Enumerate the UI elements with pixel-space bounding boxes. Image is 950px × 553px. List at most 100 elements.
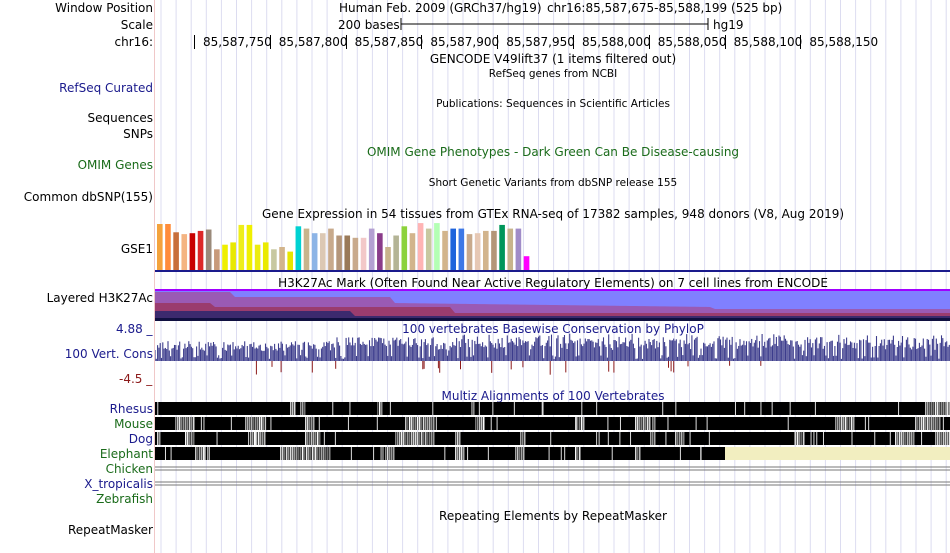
species-label-chicken[interactable]: Chicken — [105, 462, 153, 476]
multiz-alignment[interactable] — [155, 401, 950, 496]
ruler-tick-label: 85,587,850 — [354, 35, 424, 49]
scale-assembly: hg19 — [713, 18, 744, 32]
refseq-label[interactable]: RefSeq Curated — [59, 81, 153, 95]
h3k27ac-signal[interactable] — [155, 289, 950, 321]
gtex-tissue-bar — [205, 229, 212, 270]
multiz-title: Multiz Alignments of 100 Vertebrates — [441, 389, 665, 403]
gtex-tissue-bar — [483, 230, 489, 270]
gtex-tissue-bar — [377, 233, 383, 270]
gtex-tissue-bar — [523, 256, 530, 270]
ruler-tick-label: 85,587,750 — [203, 35, 272, 49]
species-label-dog[interactable]: Dog — [128, 432, 153, 446]
ruler-tick-label: 85,587,900 — [430, 35, 500, 49]
gtex-tissue-bar — [344, 235, 351, 270]
ruler-tick-mark — [800, 35, 802, 49]
gtex-tissue-bar — [246, 224, 253, 270]
ruler-tick-mark — [194, 35, 195, 49]
gtex-tissue-bar — [295, 226, 302, 270]
gencode-title: GENCODE V49lift37 (1 items filtered out) — [429, 52, 677, 66]
gtex-tissue-bar — [499, 224, 505, 270]
scale-label: Scale — [120, 18, 153, 32]
gtex-tissue-bar — [328, 228, 334, 270]
dbsnp-label[interactable]: Common dbSNP(155) — [23, 190, 153, 204]
repeatmasker-label[interactable]: RepeatMasker — [67, 523, 153, 537]
ruler-tick-mark — [345, 35, 347, 49]
ruler-tick-mark — [648, 35, 650, 49]
alignment-row — [155, 447, 950, 460]
gtex-tissue-bar — [417, 223, 424, 270]
gtex-tissue-bar — [409, 233, 416, 270]
cons-label[interactable]: 100 Vert. Cons — [64, 347, 153, 361]
ruler-tick-label: 85,588,050 — [657, 35, 727, 49]
gtex-tissue-bar — [425, 228, 432, 270]
gtex-label[interactable]: GSE1 — [120, 242, 153, 256]
alignment-row — [155, 432, 950, 445]
species-label-zebrafish[interactable]: Zebrafish — [96, 492, 153, 506]
left-panel-divider — [154, 0, 155, 553]
assembly-text: Human Feb. 2009 (GRCh37/hg19) — [339, 1, 542, 15]
chrom-label: chr16: — [114, 35, 153, 49]
scale-bar — [400, 18, 709, 30]
gtex-tissue-bar — [360, 237, 367, 270]
species-label-rhesus[interactable]: Rhesus — [109, 402, 153, 416]
gtex-tissue-bar — [515, 228, 522, 270]
gtex-tissue-bar — [157, 224, 163, 270]
ruler-tick-mark — [573, 35, 574, 49]
gtex-tissue-bar — [279, 247, 285, 270]
gtex-tissue-bar — [254, 244, 261, 270]
ruler-tick-label: 85,588,000 — [582, 35, 651, 49]
gtex-tissue-bar — [434, 223, 440, 270]
gtex-tissue-bar — [507, 228, 514, 270]
gtex-tissue-bar — [262, 242, 269, 270]
cons-max: 4.88 _ — [116, 322, 153, 336]
ruler-tick-mark — [421, 35, 423, 49]
cons-title: 100 vertebrates Basewise Conservation by… — [402, 322, 704, 336]
gtex-tissue-bar — [214, 249, 220, 270]
gtex-tissue-bar — [197, 230, 204, 270]
gtex-tissue-bar — [450, 228, 456, 270]
gtex-tissue-bar — [222, 244, 228, 270]
gtex-tissue-bar — [189, 233, 196, 270]
gtex-tissue-bar — [336, 235, 342, 270]
gtex-tissue-bar — [368, 228, 375, 270]
scale-text: 200 bases — [338, 18, 400, 32]
species-label-mouse[interactable]: Mouse — [114, 417, 153, 431]
gtex-tissue-bar — [320, 233, 326, 270]
gtex-tissue-bar — [442, 230, 448, 270]
ruler-tick-label: 85,587,800 — [278, 35, 348, 49]
gtex-tissue-bar — [173, 232, 179, 270]
gtex-tissue-bar — [311, 233, 318, 270]
gtex-tissue-bar — [303, 228, 310, 270]
gtex-tissue-bar — [352, 237, 359, 270]
ruler-tick-mark — [497, 35, 499, 49]
phylop-conservation-plot[interactable] — [155, 333, 950, 381]
h3k27ac-label[interactable]: Layered H3K27Ac — [46, 291, 153, 305]
gtex-tissue-bar — [491, 230, 497, 270]
publications-title: Publications: Sequences in Scientific Ar… — [436, 98, 670, 110]
snps-label[interactable]: SNPs — [123, 127, 153, 141]
species-label-elephant[interactable]: Elephant — [99, 447, 153, 461]
gtex-tissue-bar — [474, 233, 481, 270]
sequences-label[interactable]: Sequences — [87, 111, 153, 125]
gtex-tissue-bar — [165, 224, 171, 270]
alignment-row — [155, 417, 950, 430]
ruler-tick-mark — [724, 35, 726, 49]
ruler-tick-mark — [269, 35, 271, 49]
repeatmasker-title: Repeating Elements by RepeatMasker — [439, 509, 667, 523]
species-label-x_tropicalis[interactable]: X_tropicalis — [84, 477, 153, 491]
dbsnp-title: Short Genetic Variants from dbSNP releas… — [428, 177, 678, 189]
cons-min: -4.5 _ — [119, 372, 153, 386]
alignment-row — [155, 402, 950, 415]
refseq-title: RefSeq genes from NCBI — [488, 68, 618, 80]
gtex-tissue-bar — [466, 234, 473, 270]
gtex-bar-chart[interactable] — [155, 222, 950, 272]
gtex-tissue-bar — [458, 228, 465, 270]
omim-label[interactable]: OMIM Genes — [77, 158, 153, 172]
gtex-tissue-bar — [401, 226, 408, 270]
gtex-tissue-bar — [271, 249, 277, 270]
gtex-tissue-bar — [393, 235, 399, 270]
ruler-tick-label: 85,588,100 — [733, 35, 803, 49]
h3k27ac-title: H3K27Ac Mark (Often Found Near Active Re… — [278, 276, 828, 290]
gtex-tissue-bar — [181, 234, 188, 270]
gtex-tissue-bar — [287, 251, 293, 270]
